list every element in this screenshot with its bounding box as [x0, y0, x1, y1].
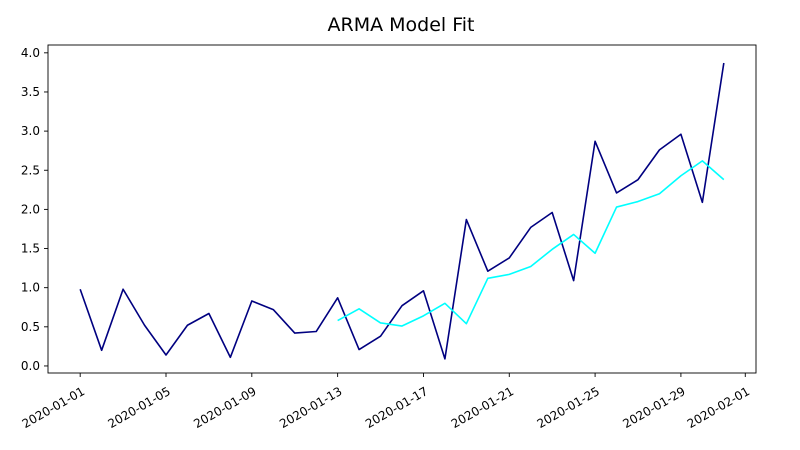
- axes-frame: [47, 44, 757, 374]
- y-tick-label: 3.0: [21, 124, 40, 138]
- y-tick-label: 1.5: [21, 242, 40, 256]
- x-tick-label: 2020-01-17: [363, 384, 430, 431]
- y-tick-label: 2.5: [21, 163, 40, 177]
- x-tick-label: 2020-01-25: [535, 384, 602, 431]
- y-tick-label: 0.0: [21, 359, 40, 373]
- y-tick-label: 2.0: [21, 202, 40, 216]
- y-tick-label: 4.0: [21, 46, 40, 60]
- y-tick-label: 3.5: [21, 85, 40, 99]
- series-line-2: [337, 160, 725, 327]
- series-line-1: [79, 62, 725, 360]
- x-tick-label: 2020-01-29: [620, 384, 687, 431]
- x-tick-label: 2020-01-21: [449, 384, 516, 431]
- y-tick-label: 1.0: [21, 281, 40, 295]
- chart-title: ARMA Model Fit: [328, 14, 475, 36]
- x-tick-label: 2020-01-01: [20, 384, 87, 431]
- x-tick-label: 2020-01-05: [105, 384, 172, 431]
- plot-area: 0.0 0.5 1.0 1.5 2.0 2.5 3.0 3.5 4.0 2020-01-01 202…: [20, 44, 757, 431]
- y-tick-label: 0.5: [21, 320, 40, 334]
- x-tick-label: 2020-01-09: [191, 384, 258, 431]
- x-tick-label: 2020-01-13: [277, 384, 344, 431]
- x-tick-label: 2020-02-01: [685, 384, 752, 431]
